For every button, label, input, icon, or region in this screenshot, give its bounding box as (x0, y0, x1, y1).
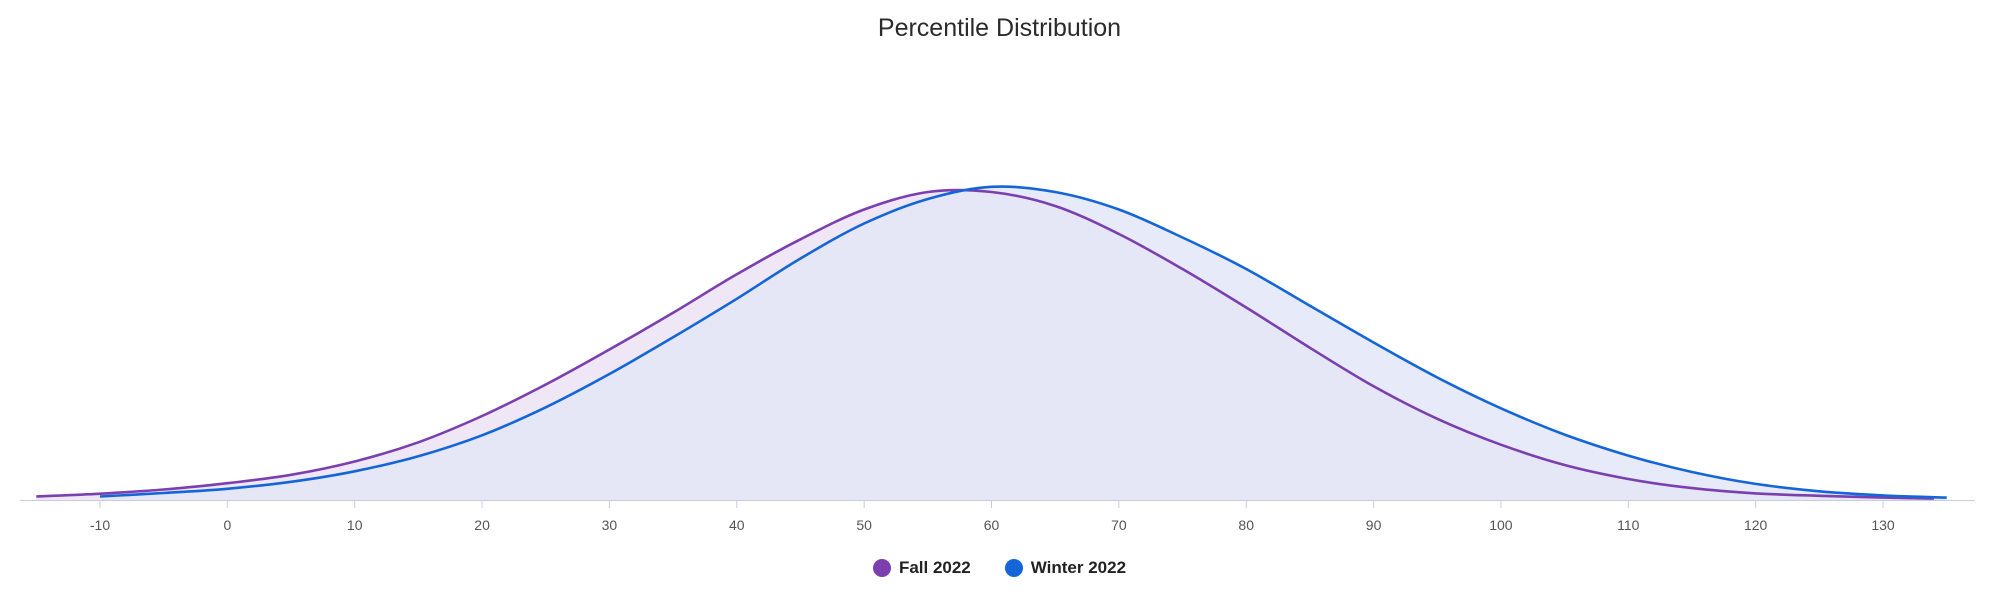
x-tick-label: 80 (1238, 517, 1254, 533)
x-tick-label: 30 (602, 517, 618, 533)
legend: Fall 2022 Winter 2022 (0, 558, 1999, 578)
x-tick-label: 60 (984, 517, 1000, 533)
x-tick-label: 130 (1871, 517, 1895, 533)
line-fall-2022[interactable] (36, 188, 1934, 500)
x-axis-ticks: -10 0 10 20 30 40 50 60 70 80 90 100 110 120 130 (90, 501, 1895, 533)
chart-title: Percentile Distribution (877, 14, 1122, 42)
area-winter-2022 (100, 186, 1947, 500)
legend-label-winter-2022: Winter 2022 (1030, 558, 1127, 577)
x-tick-label: 90 (1366, 517, 1382, 533)
legend-dot-fall-2022 (872, 559, 891, 577)
x-tick-label: 0 (223, 517, 231, 533)
x-tick-label: -10 (90, 517, 110, 533)
x-tick-label: 110 (1617, 517, 1640, 533)
legend-dot-winter-2022 (1004, 559, 1023, 577)
x-tick-label: 100 (1489, 517, 1513, 533)
x-tick-label: 70 (1111, 517, 1127, 533)
x-tick-label: 20 (474, 517, 490, 533)
x-tick-label: 120 (1744, 517, 1768, 533)
line-winter-2022[interactable] (99, 185, 1947, 499)
legend-label-fall-2022: Fall 2022 (898, 558, 971, 577)
x-tick-label: 10 (347, 517, 363, 533)
x-tick-label: 50 (856, 517, 872, 533)
legend-item-winter-2022[interactable]: Winter 2022 (1004, 558, 1127, 578)
x-tick-label: 40 (729, 517, 745, 533)
legend-item-fall-2022[interactable]: Fall 2022 (872, 558, 971, 578)
lines-layer (36, 185, 1947, 500)
areas-layer (36, 186, 1947, 500)
